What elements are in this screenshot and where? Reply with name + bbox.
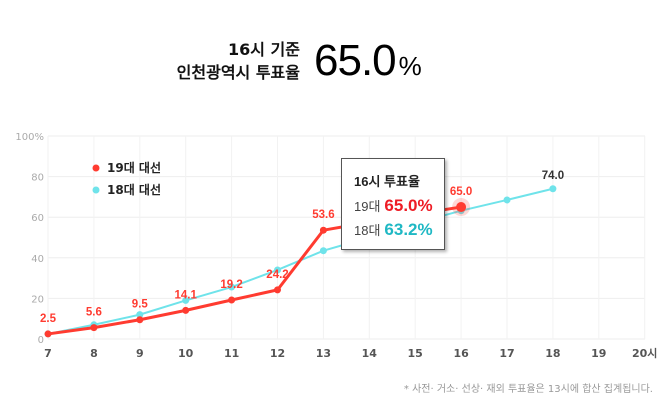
x-tick-label: 16 <box>453 347 469 360</box>
y-tick-label: 100% <box>15 132 44 143</box>
data-point <box>274 266 281 274</box>
data-label: 5.6 <box>86 307 102 319</box>
tooltip-value: 63.2% <box>384 220 433 239</box>
data-point <box>549 185 557 193</box>
tooltip: 16시 투표율 19대 65.0% 18대 63.2% <box>341 158 445 250</box>
x-tick-label: 20시 <box>632 347 657 360</box>
data-label: 53.6 <box>312 209 334 221</box>
x-tick-label: 11 <box>224 347 239 360</box>
x-tick-label: 14 <box>362 347 378 360</box>
turnout-number: 65.0 <box>314 36 397 85</box>
data-point <box>319 247 327 255</box>
data-point <box>319 226 327 234</box>
data-label: 9.5 <box>132 299 149 311</box>
data-label: 19.2 <box>220 279 242 291</box>
tooltip-row-19: 19대 65.0% <box>354 196 444 220</box>
turnout-unit: % <box>398 51 422 81</box>
footnote: * 사전· 거소· 선상· 재외 투표율은 13시에 합산 집계됩니다. <box>403 384 653 395</box>
data-point <box>90 324 98 332</box>
data-point <box>136 316 144 324</box>
data-label: 74.0 <box>542 170 564 182</box>
tooltip-value: 65.0% <box>384 196 433 215</box>
time-basis: 16시 기준 <box>228 40 300 59</box>
y-tick-label: 0 <box>38 335 44 346</box>
data-point <box>44 330 52 338</box>
x-tick-label: 15 <box>408 347 423 360</box>
x-tick-label: 7 <box>44 347 52 360</box>
data-point <box>182 296 190 304</box>
legend-label: 19대 대선 <box>107 160 161 175</box>
data-label: 24.2 <box>266 269 288 281</box>
y-tick-label: 40 <box>31 254 44 265</box>
tooltip-title: 16시 투표율 <box>354 174 420 189</box>
tooltip-label: 18대 <box>354 223 381 238</box>
region-label: 인천광역시 투표율 <box>176 63 300 82</box>
data-point <box>182 306 190 314</box>
legend-marker <box>92 164 100 172</box>
x-tick-label: 8 <box>90 347 98 360</box>
y-tick-label: 60 <box>31 213 44 224</box>
data-label: 14.1 <box>175 289 198 301</box>
data-label: 2.5 <box>40 313 57 325</box>
x-tick-label: 13 <box>316 347 331 360</box>
x-tick-label: 19 <box>591 347 606 360</box>
turnout-value: 65.0% <box>314 36 422 86</box>
y-tick-label: 80 <box>31 173 44 184</box>
data-point <box>228 296 236 304</box>
header-caption: 16시 기준 인천광역시 투표율 <box>177 38 300 84</box>
data-point <box>503 196 511 204</box>
x-tick-label: 18 <box>545 347 560 360</box>
legend-label: 18대 대선 <box>107 182 161 197</box>
tooltip-label: 19대 <box>354 199 381 214</box>
x-tick-label: 17 <box>499 347 514 360</box>
tooltip-row-18: 18대 63.2% <box>354 220 444 244</box>
data-point <box>274 286 281 294</box>
legend-marker <box>92 186 100 194</box>
data-label: 65.0 <box>450 186 472 198</box>
data-point <box>136 311 144 319</box>
data-point <box>456 202 467 213</box>
x-tick-label: 12 <box>270 347 285 360</box>
x-tick-label: 10 <box>178 347 194 360</box>
data-point <box>228 283 236 291</box>
x-tick-label: 9 <box>136 347 144 360</box>
y-tick-label: 20 <box>31 294 44 305</box>
